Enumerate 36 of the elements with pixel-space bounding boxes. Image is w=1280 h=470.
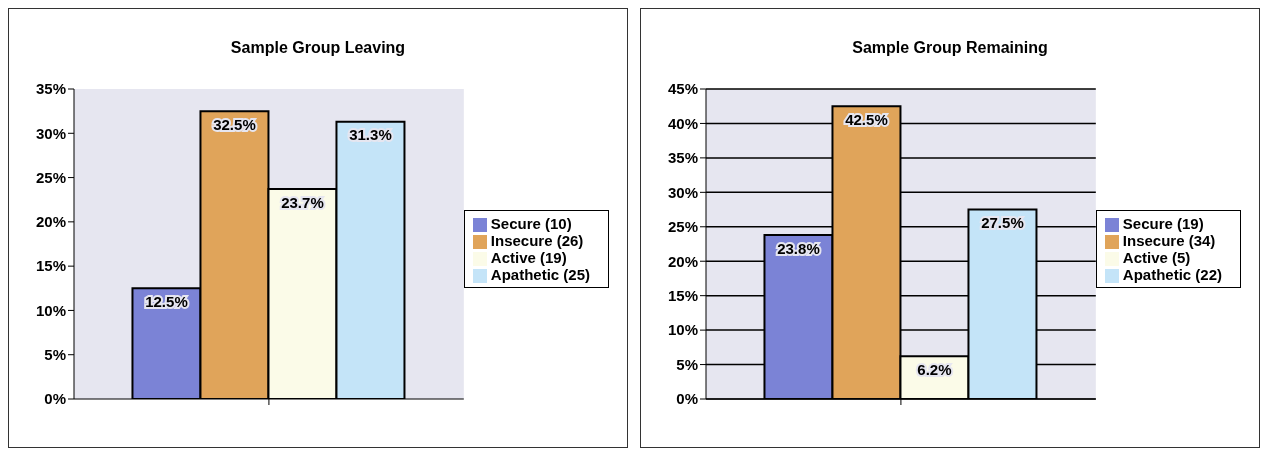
data-label: 23.7% [281,193,324,211]
legend-label: Active (5) [1122,249,1191,266]
chart-title: Sample Group Leaving [229,39,407,58]
y-tick-label: 30% [35,124,66,142]
y-tick-label: 30% [667,183,698,201]
chart-title: Sample Group Remaining [851,39,1049,58]
y-tick-label: 35% [35,80,66,98]
y-tick-label: 25% [667,218,698,236]
y-tick-label: 10% [35,301,66,319]
data-label: 42.5% [845,110,888,128]
y-tick-label: 15% [35,257,66,275]
data-label: 31.3% [349,126,392,144]
y-tick-label: 20% [667,252,698,270]
data-label: 23.8% [777,239,820,257]
legend-label: Active (19) [490,249,567,266]
data-label: 6.2% [917,360,952,378]
legend-label: Secure (19) [1122,214,1204,232]
y-tick-label: 0% [676,390,698,408]
legend-label: Apathetic (22) [1122,266,1222,284]
y-tick-label: 5% [44,346,66,364]
y-tick-label: 0% [44,390,66,408]
legend-label: Secure (10) [490,214,572,232]
y-tick-label: 25% [35,168,66,186]
y-tick-label: 10% [667,321,698,339]
legend-label: Insecure (34) [1122,231,1216,249]
data-label: 12.5% [145,292,188,310]
y-tick-label: 5% [676,355,698,373]
data-label: 27.5% [981,214,1024,232]
y-tick-label: 20% [35,213,66,231]
y-tick-label: 45% [667,80,698,98]
data-label: 32.5% [213,115,256,133]
y-tick-label: 15% [667,286,698,304]
legend-label: Insecure (26) [490,231,584,249]
y-tick-label: 35% [667,149,698,167]
legend-label: Apathetic (25) [490,266,590,284]
y-tick-label: 40% [667,114,698,132]
